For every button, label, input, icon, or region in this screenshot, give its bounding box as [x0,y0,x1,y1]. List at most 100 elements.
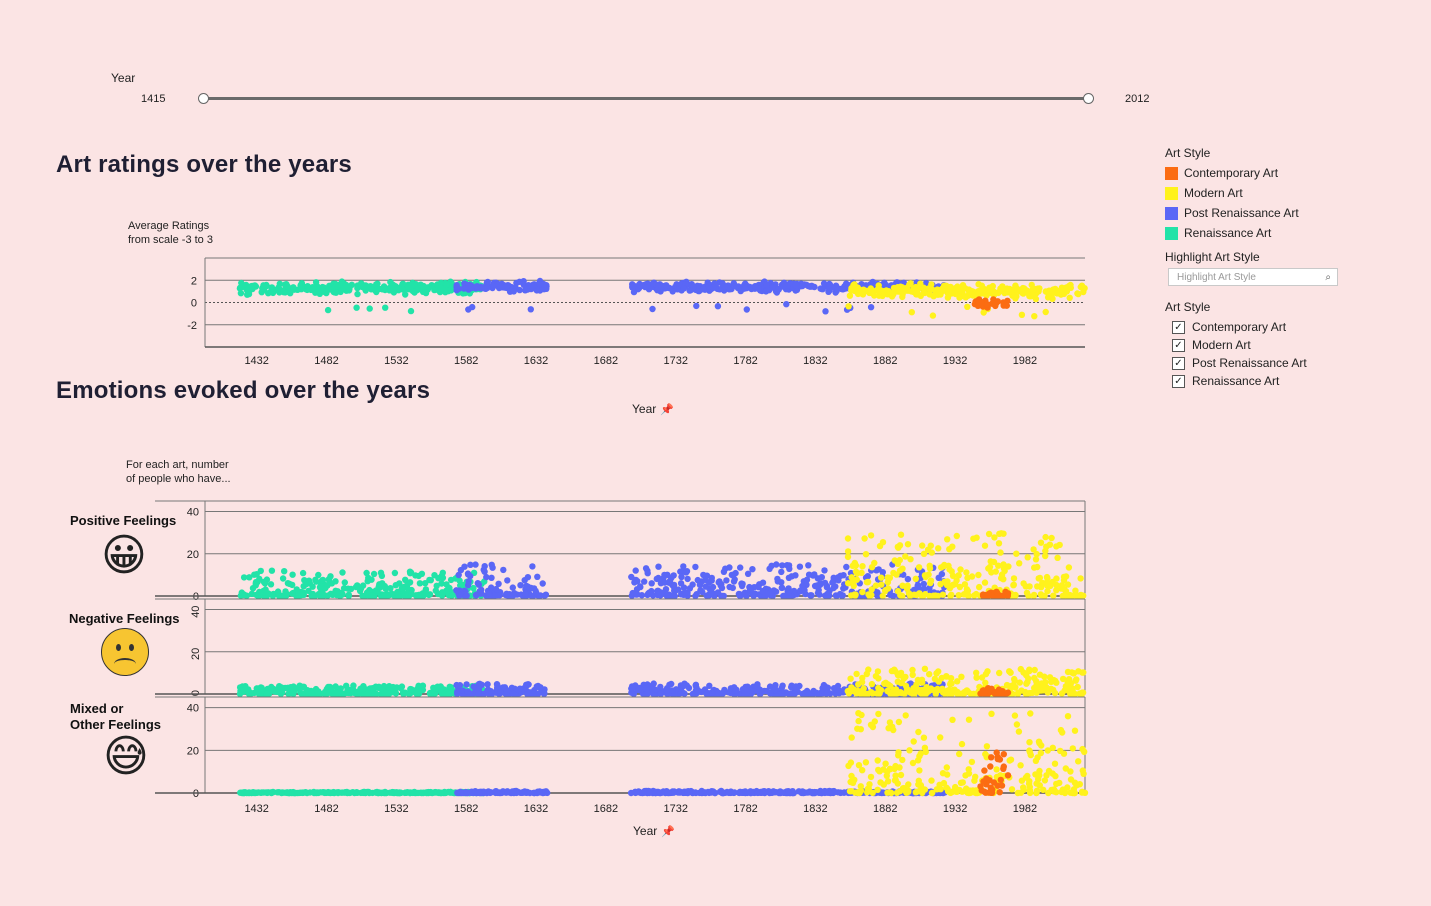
data-point [986,563,994,571]
data-point [246,574,253,581]
data-point [985,530,993,538]
data-point [869,789,876,796]
data-point [839,592,846,599]
highlight-search-input[interactable]: Highlight Art Style ⌕ [1168,268,1338,286]
data-point [965,766,972,773]
data-point [1064,581,1072,588]
data-point [715,579,722,586]
data-point [714,589,722,596]
data-point [703,690,710,697]
data-point [341,789,348,796]
data-point [683,682,690,689]
data-point [956,583,964,591]
data-point [689,690,696,698]
search-icon[interactable]: ⌕ [1325,271,1331,283]
filter-item-modern[interactable]: ✓ Modern Art [1172,336,1307,354]
data-point [897,531,905,538]
highlight-placeholder: Highlight Art Style [1177,271,1256,283]
data-point [970,535,977,542]
data-point [354,290,361,298]
data-point [799,282,806,290]
data-point [821,567,828,574]
year-slider-min-handle[interactable] [198,93,209,104]
filter-item-post-renaissance[interactable]: ✓ Post Renaissance Art [1172,354,1307,372]
data-point [868,586,875,593]
data-point [895,752,902,759]
data-point [919,789,926,797]
data-point [861,535,868,542]
data-point [732,687,740,694]
data-point [420,282,427,290]
checkbox[interactable]: ✓ [1172,374,1185,388]
grinning-face-icon: 😀 [101,531,147,580]
checkbox[interactable]: ✓ [1172,338,1185,352]
data-point [961,688,968,696]
data-point [470,683,477,690]
legend-swatch [1165,166,1178,180]
data-point [388,590,395,597]
data-point [346,789,353,797]
data-point [902,712,909,719]
data-point [497,689,504,696]
data-point [327,573,334,580]
data-point [387,585,394,592]
pin-icon[interactable]: 📌 [661,825,675,838]
positive-label-text: Positive Feelings [70,513,177,528]
data-point [859,674,866,682]
filter-item-contemporary[interactable]: ✓ Contemporary Art [1172,318,1307,336]
data-point [663,282,670,289]
data-point [508,684,516,691]
data-point [1040,786,1047,793]
data-point [755,285,762,293]
filter-item-label: Post Renaissance Art [1192,356,1307,370]
data-point [830,584,837,592]
data-point [963,586,971,593]
data-point [1016,560,1023,567]
data-point [1053,587,1060,594]
data-point [636,684,644,692]
data-point [485,590,492,597]
data-point [340,585,348,592]
year-slider-max-handle[interactable] [1083,93,1094,104]
data-point [628,685,636,692]
checkbox[interactable]: ✓ [1172,356,1185,370]
data-point [956,750,963,758]
data-point [895,718,903,726]
legend-item-renaissance[interactable]: Renaissance Art [1165,223,1299,243]
filter-item-renaissance[interactable]: ✓ Renaissance Art [1172,372,1307,390]
data-point [1029,689,1036,696]
data-point [983,743,991,750]
legend-item-post-renaissance[interactable]: Post Renaissance Art [1165,203,1299,223]
data-point [796,563,804,570]
legend-item-modern[interactable]: Modern Art [1165,183,1299,203]
data-point [463,681,470,688]
checkbox[interactable]: ✓ [1172,320,1185,334]
data-point [438,789,445,797]
year-slider-track[interactable] [204,97,1088,100]
pin-icon[interactable]: 📌 [660,403,674,416]
data-point [472,561,479,568]
data-point [844,548,852,555]
data-point [846,292,854,299]
data-point [1077,283,1085,291]
data-point [404,581,411,588]
data-point [953,577,960,584]
data-point [778,584,786,591]
data-point [1053,543,1060,550]
emotions-title: Emotions evoked over the years [56,377,431,404]
legend-item-contemporary[interactable]: Contemporary Art [1165,163,1299,183]
data-point [1038,742,1045,749]
data-point [321,690,328,697]
emotions-x-axis-title[interactable]: Year 📌 [633,824,675,838]
data-point [293,586,300,593]
data-point [714,303,722,310]
data-point [928,789,936,797]
data-point [995,686,1003,693]
ratings-x-axis-title[interactable]: Year 📌 [632,402,674,416]
data-point [674,286,681,293]
data-point [315,571,322,579]
data-point [358,280,365,287]
data-point [258,687,266,694]
data-point [728,571,735,579]
data-point [438,580,445,587]
